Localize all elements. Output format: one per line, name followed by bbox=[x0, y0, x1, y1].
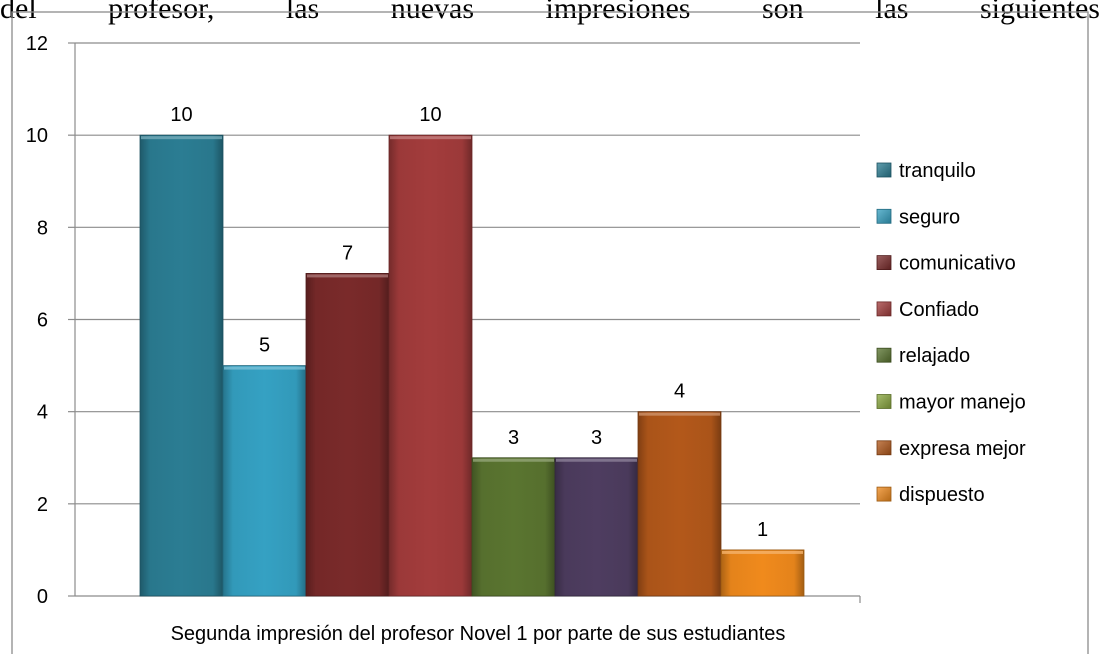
data-label: 7 bbox=[342, 242, 353, 264]
y-tick-label: 10 bbox=[26, 125, 48, 147]
bar-bevel bbox=[722, 550, 803, 554]
legend-label: relajado bbox=[899, 345, 970, 367]
legend-swatch bbox=[876, 347, 892, 363]
legend-label: comunicativo bbox=[899, 253, 1016, 275]
data-label: 3 bbox=[591, 427, 602, 449]
legend-swatch bbox=[876, 440, 892, 456]
data-label: 1 bbox=[757, 519, 768, 541]
bars bbox=[139, 134, 805, 597]
bar-bevel bbox=[473, 458, 554, 462]
bar-bevel bbox=[556, 458, 637, 462]
legend: tranquilo seguro comunicativo Confiado relaj… bbox=[876, 160, 1026, 506]
legend-swatch bbox=[876, 486, 892, 502]
y-tick-label: 8 bbox=[37, 217, 48, 239]
y-tick-label: 12 bbox=[26, 33, 48, 55]
legend-label: seguro bbox=[899, 206, 960, 228]
bar-bevel bbox=[307, 274, 388, 278]
bar-comunicativo bbox=[305, 273, 390, 597]
bar-tranquilo bbox=[139, 134, 224, 597]
bar-bevel bbox=[141, 136, 222, 140]
y-tick-label: 0 bbox=[37, 586, 48, 608]
legend-label: Confiado bbox=[899, 299, 979, 321]
legend-swatch bbox=[876, 394, 892, 409]
y-tick-label: 6 bbox=[37, 310, 48, 332]
legend-label: mayor manejo bbox=[899, 392, 1026, 414]
bar-mayor-manejo bbox=[554, 457, 639, 597]
legend-swatch bbox=[876, 301, 892, 317]
data-label: 10 bbox=[419, 104, 441, 126]
bar-seguro bbox=[222, 365, 307, 597]
data-label: 3 bbox=[508, 427, 519, 449]
chart-frame bbox=[11, 11, 1089, 654]
x-axis-label: Segunda impresión del profesor Novel 1 p… bbox=[171, 623, 786, 645]
bar-relajado bbox=[471, 457, 556, 597]
legend-swatch bbox=[876, 208, 892, 224]
legend-label: expresa mejor bbox=[899, 438, 1026, 460]
bar-expresa-mejor bbox=[637, 411, 722, 597]
y-tick-label: 2 bbox=[37, 494, 48, 516]
bar-bevel bbox=[224, 366, 305, 370]
legend-swatch bbox=[876, 255, 892, 271]
bar-bevel bbox=[390, 136, 471, 140]
data-label: 5 bbox=[259, 335, 270, 357]
legend-label: dispuesto bbox=[899, 484, 985, 506]
bar-dispuesto bbox=[720, 549, 805, 597]
data-labels: 10 5 7 10 3 3 4 1 bbox=[170, 104, 768, 541]
bar-confiado bbox=[388, 134, 473, 597]
data-label: 10 bbox=[170, 104, 192, 126]
y-tick-label: 4 bbox=[37, 402, 48, 424]
legend-swatch bbox=[876, 162, 892, 178]
bar-bevel bbox=[639, 412, 720, 416]
data-label: 4 bbox=[674, 381, 685, 403]
legend-label: tranquilo bbox=[899, 160, 976, 182]
